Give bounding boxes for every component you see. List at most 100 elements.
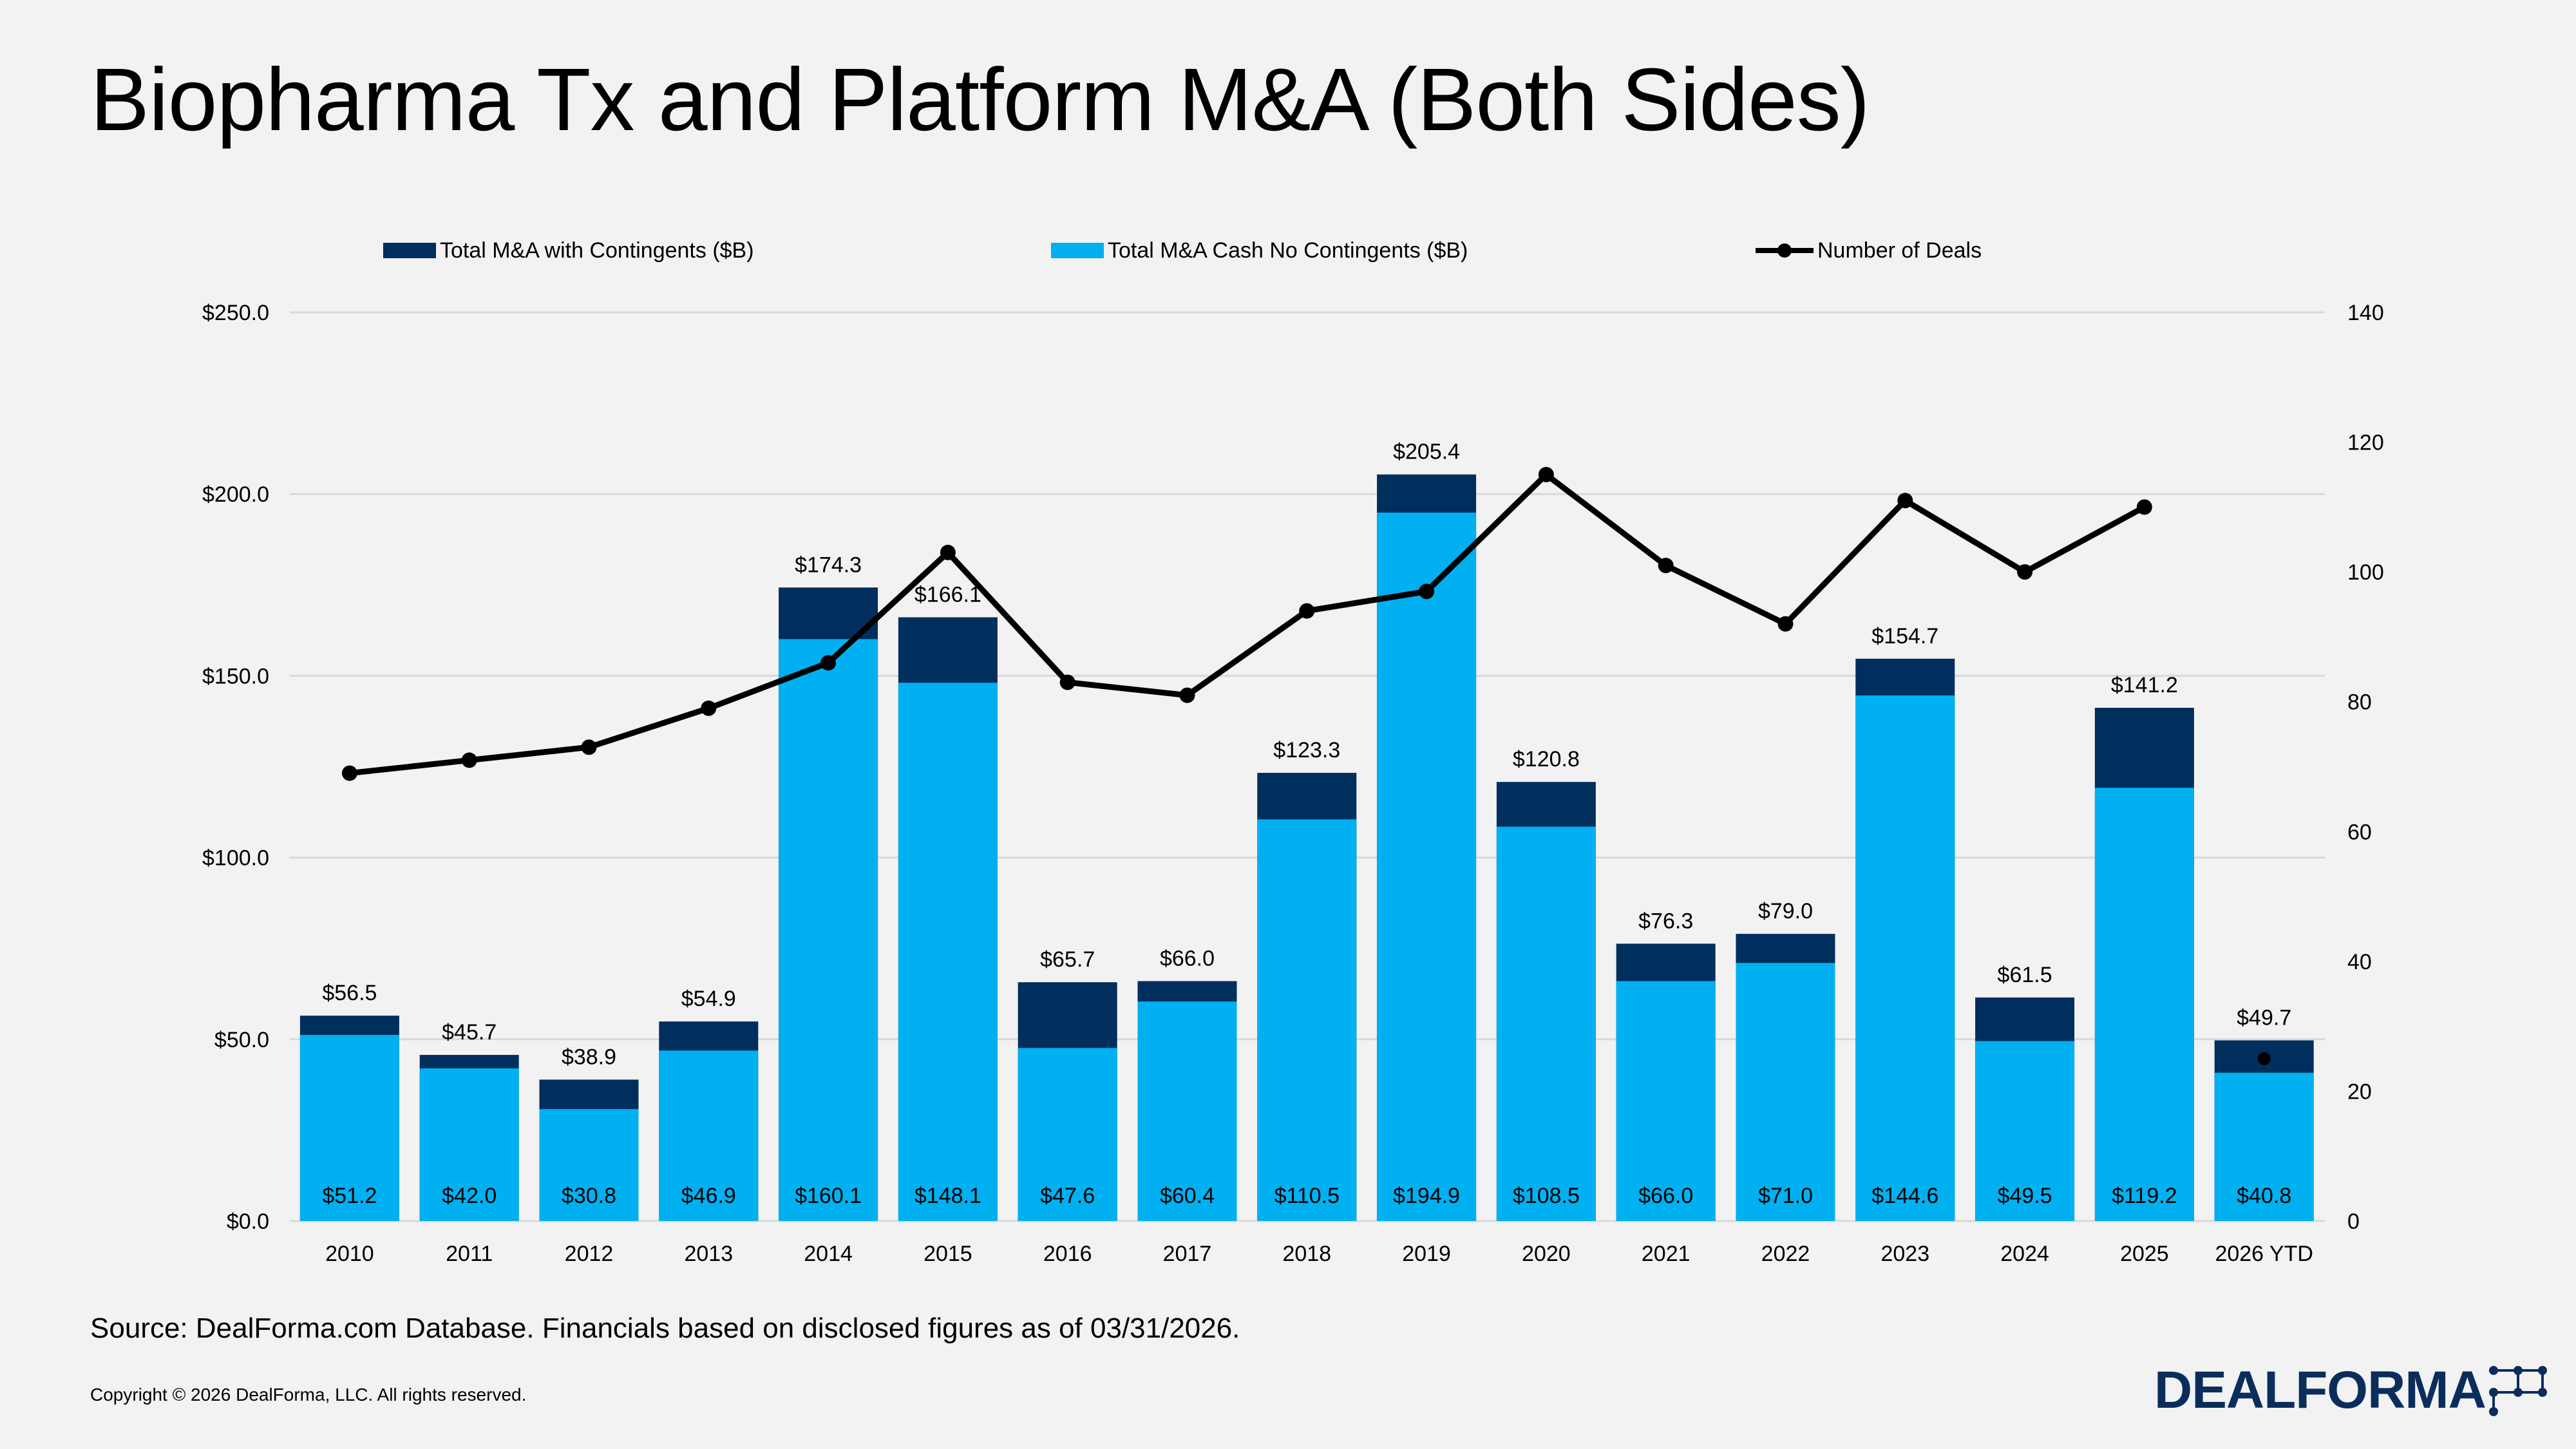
data-label-total: $54.9 [681,987,736,1011]
y-right-tick-label: 80 [2347,690,2372,715]
deals-point [1897,493,1913,509]
data-label-total: $166.1 [914,583,981,607]
bar-cash [1137,1001,1237,1221]
data-label-total: $141.2 [2111,673,2178,697]
y-left-tick-label: $50.0 [214,1028,269,1052]
deals-point [341,765,357,781]
bar-cash [1377,512,1477,1221]
deals-point [581,739,597,755]
legend-item-contingents: Total M&A with Contingents ($B) [383,235,754,266]
bar-cash [898,683,998,1221]
x-tick-label: 2025 [2120,1242,2169,1266]
data-label-total: $56.5 [322,981,377,1005]
x-tick-label: 2017 [1163,1242,1212,1266]
x-tick-label: 2012 [565,1242,614,1266]
bar-cash [1975,1041,2075,1221]
data-label-cash: $194.9 [1393,1184,1460,1208]
deals-point [1658,558,1674,574]
legend-swatch-contingents [383,243,436,258]
deals-point [940,544,956,560]
data-label-total: $38.9 [562,1045,616,1069]
data-label-cash: $47.6 [1040,1184,1095,1208]
y-left-tick-label: $200.0 [202,482,269,507]
y-left-tick-label: $150.0 [202,664,269,688]
y-left-tick-label: $250.0 [202,301,269,325]
x-tick-label: 2014 [804,1242,853,1266]
data-label-cash: $160.1 [795,1184,862,1208]
deals-point [701,700,717,716]
bar-cash [1855,695,1955,1221]
x-tick-label: 2010 [325,1242,374,1266]
data-label-cash: $71.0 [1758,1184,1813,1208]
deals-line [349,471,2146,777]
y-right-tick-label: 40 [2347,950,2372,974]
bar-cash [1018,1048,1117,1221]
logo-network-icon [2488,1366,2547,1416]
x-tick-label: 2019 [1402,1242,1451,1266]
data-label-total: $45.7 [442,1020,497,1045]
deals-point [1179,687,1195,703]
legend-item-deals: Number of Deals [1756,235,1982,266]
y-right-tick-label: 60 [2347,820,2372,844]
data-label-cash: $148.1 [914,1184,981,1208]
copyright-note: Copyright © 2026 DealForma, LLC. All rig… [90,1385,527,1405]
x-tick-label: 2023 [1880,1242,1929,1266]
dealforma-logo: DEALFORMA [2154,1359,2550,1417]
legend-swatch-cash [1051,243,1104,258]
data-label-total: $66.0 [1160,946,1215,971]
bar-cash [1736,963,1835,1221]
data-label-total: $154.7 [1871,624,1938,649]
logo-text: DEALFORMA [2154,1361,2486,1419]
y-left-tick-label: $100.0 [202,846,269,871]
deals-point [1059,674,1075,690]
deals-point [1538,466,1554,482]
data-label-total: $79.0 [1758,899,1813,923]
x-tick-label: 2018 [1282,1242,1331,1266]
x-tick-label: 2020 [1522,1242,1571,1266]
data-label-total: $76.3 [1638,909,1693,933]
source-note: Source: DealForma.com Database. Financia… [90,1312,1240,1344]
legend-label-contingents: Total M&A with Contingents ($B) [440,238,754,263]
deals-point [820,655,837,671]
deals-point [2017,564,2033,580]
data-label-cash: $51.2 [322,1184,377,1208]
x-tick-label: 2016 [1043,1242,1092,1266]
data-label-cash: $119.2 [2112,1184,2177,1208]
data-label-total: $65.7 [1040,947,1095,972]
y-right-tick-label: 140 [2347,301,2384,325]
data-label-total: $174.3 [795,553,862,577]
bar-cash [299,1035,399,1221]
y-right-tick-label: 100 [2347,560,2384,585]
deals-point [1419,583,1435,600]
y-left-tick-label: $0.0 [227,1209,269,1234]
bar-cash [659,1050,759,1221]
data-label-cash: $110.5 [1274,1184,1340,1208]
legend-swatch-deals [1756,243,1814,258]
bar-cash [1257,819,1357,1221]
data-label-cash: $49.5 [1998,1184,2052,1208]
bar-cash [2214,1072,2314,1221]
bar-cash [1616,981,1716,1221]
data-label-cash: $144.6 [1871,1184,1938,1208]
data-label-total: $61.5 [1998,963,2052,987]
x-tick-label: 2011 [446,1242,493,1266]
bar-cash [779,639,878,1221]
bar-cash [419,1068,519,1221]
y-right-tick-label: 120 [2347,431,2384,455]
legend-label-cash: Total M&A Cash No Contingents ($B) [1108,238,1468,263]
x-tick-label: 2015 [923,1242,972,1266]
deals-point [1299,603,1315,619]
deals-point [1777,616,1794,632]
y-right-tick-label: 20 [2347,1079,2372,1104]
bar-cash [539,1109,639,1221]
deals-point [2257,1052,2271,1066]
data-label-total: $123.3 [1273,738,1340,762]
data-label-cash: $108.5 [1513,1184,1580,1208]
bar-cash [1496,826,1596,1221]
x-tick-label: 2024 [2000,1242,2049,1266]
deals-point [2136,499,2152,515]
data-label-cash: $30.8 [562,1184,616,1208]
data-label-cash: $40.8 [2237,1184,2291,1208]
data-label-total: $205.4 [1393,440,1460,464]
